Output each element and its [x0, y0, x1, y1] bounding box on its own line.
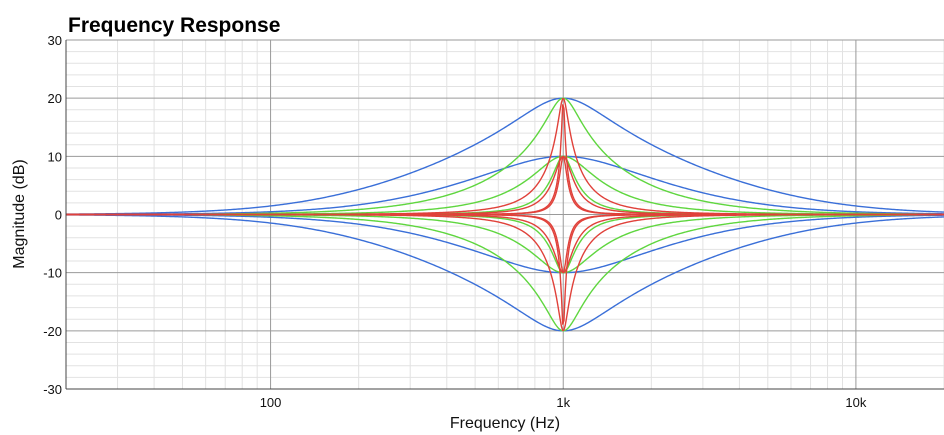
- x-tick-label: 100: [260, 395, 282, 410]
- y-tick-label: 0: [55, 208, 62, 223]
- y-tick-label: 20: [48, 91, 62, 106]
- x-tick-label: 10k: [845, 395, 866, 410]
- y-tick-label: 30: [48, 33, 62, 48]
- response-curve: [65, 214, 944, 332]
- y-axis-label: Magnitude (dB): [11, 159, 28, 268]
- y-tick-label: -20: [43, 324, 62, 339]
- x-axis-label: Frequency (Hz): [450, 415, 560, 432]
- x-tick-label: 1k: [556, 395, 570, 410]
- y-tick-label: -10: [43, 266, 62, 281]
- response-curve: [65, 97, 944, 215]
- axis-frame: [65, 40, 944, 390]
- y-tick-label: 10: [48, 149, 62, 164]
- chart-title: Frequency Response: [68, 14, 280, 37]
- y-tick-label: -30: [43, 382, 62, 397]
- response-curve: [66, 213, 944, 325]
- series-layer: [65, 97, 944, 332]
